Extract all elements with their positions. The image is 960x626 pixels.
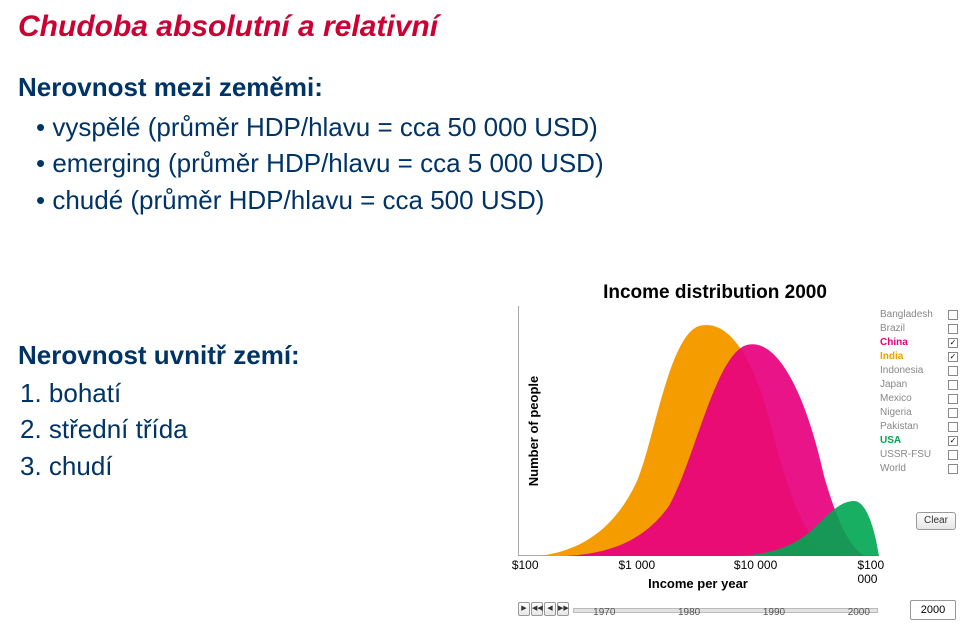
- legend-checkbox[interactable]: [948, 366, 958, 376]
- legend-label: Indonesia: [880, 364, 945, 378]
- chart-svg: [519, 306, 879, 556]
- chart-plot-area: [518, 306, 878, 556]
- legend-checkbox[interactable]: [948, 352, 958, 362]
- timeline-tick: 1970: [593, 607, 615, 618]
- legend-checkbox[interactable]: [948, 422, 958, 432]
- x-tick: $100: [512, 558, 539, 572]
- bullet-item: emerging (průměr HDP/hlavu = cca 5 000 U…: [30, 145, 960, 181]
- legend-label: Japan: [880, 378, 945, 392]
- legend-item[interactable]: India: [880, 350, 958, 364]
- legend-item[interactable]: USA: [880, 434, 958, 448]
- legend-label: Pakistan: [880, 420, 945, 434]
- legend-item[interactable]: USSR-FSU: [880, 448, 958, 462]
- chart-x-axis-label: Income per year: [518, 576, 878, 591]
- timeline-track[interactable]: 1970 1980 1990 2000: [573, 608, 878, 613]
- legend-checkbox[interactable]: [948, 464, 958, 474]
- legend-label: India: [880, 350, 945, 364]
- legend-label: World: [880, 462, 945, 476]
- legend-item[interactable]: Bangladesh: [880, 308, 958, 322]
- left-column: Nerovnost uvnitř zemí: 1. bohatí 2. stře…: [0, 340, 480, 484]
- chart-x-ticks: $100 $1 000 $10 000 $100 000: [518, 558, 878, 574]
- chart-legend: BangladeshBrazilChinaIndiaIndonesiaJapan…: [880, 308, 958, 476]
- bullet-list-1: vyspělé (průměr HDP/hlavu = cca 50 000 U…: [0, 103, 960, 218]
- step-back-button[interactable]: ◀: [544, 602, 556, 616]
- bullet-item: vyspělé (průměr HDP/hlavu = cca 50 000 U…: [30, 109, 960, 145]
- timeline: ▶ ◀◀ ◀ ▶▶ 1970 1980 1990 2000: [518, 598, 878, 624]
- section2-heading: Nerovnost uvnitř zemí:: [0, 340, 480, 371]
- legend-checkbox[interactable]: [948, 380, 958, 390]
- legend-checkbox[interactable]: [948, 310, 958, 320]
- legend-item[interactable]: China: [880, 336, 958, 350]
- list-item: 1. bohatí: [20, 375, 480, 411]
- legend-label: China: [880, 336, 945, 350]
- x-tick: $10 000: [734, 558, 777, 572]
- bullet-item: chudé (průměr HDP/hlavu = cca 500 USD): [30, 182, 960, 218]
- timeline-tick: 1990: [763, 607, 785, 618]
- play-button[interactable]: ▶: [518, 602, 530, 616]
- legend-label: Bangladesh: [880, 308, 945, 322]
- legend-checkbox[interactable]: [948, 436, 958, 446]
- rewind-button[interactable]: ◀◀: [531, 602, 543, 616]
- legend-label: Nigeria: [880, 406, 945, 420]
- legend-checkbox[interactable]: [948, 450, 958, 460]
- forward-button[interactable]: ▶▶: [557, 602, 569, 616]
- section1-heading: Nerovnost mezi zeměmi:: [0, 44, 960, 103]
- legend-item[interactable]: Brazil: [880, 322, 958, 336]
- legend-checkbox[interactable]: [948, 324, 958, 334]
- legend-checkbox[interactable]: [948, 338, 958, 348]
- legend-item[interactable]: Mexico: [880, 392, 958, 406]
- numbered-list: 1. bohatí 2. střední třída 3. chudí: [0, 371, 480, 484]
- page-title: Chudoba absolutní a relativní: [0, 0, 960, 44]
- legend-label: Mexico: [880, 392, 945, 406]
- income-distribution-chart: Income distribution 2000 Number of peopl…: [470, 282, 960, 624]
- legend-item[interactable]: Japan: [880, 378, 958, 392]
- legend-label: USSR-FSU: [880, 448, 945, 462]
- chart-title: Income distribution 2000: [470, 282, 960, 304]
- list-item: 2. střední třída: [20, 411, 480, 447]
- legend-item[interactable]: Pakistan: [880, 420, 958, 434]
- legend-checkbox[interactable]: [948, 394, 958, 404]
- timeline-controls: ▶ ◀◀ ◀ ▶▶: [518, 602, 569, 616]
- legend-label: Brazil: [880, 322, 945, 336]
- legend-item[interactable]: World: [880, 462, 958, 476]
- year-input[interactable]: 2000: [910, 600, 956, 620]
- x-tick: $1 000: [618, 558, 655, 572]
- legend-label: USA: [880, 434, 945, 448]
- legend-checkbox[interactable]: [948, 408, 958, 418]
- list-item: 3. chudí: [20, 448, 480, 484]
- legend-item[interactable]: Nigeria: [880, 406, 958, 420]
- timeline-tick: 1980: [678, 607, 700, 618]
- timeline-tick: 2000: [848, 607, 870, 618]
- legend-item[interactable]: Indonesia: [880, 364, 958, 378]
- clear-button[interactable]: Clear: [916, 512, 956, 530]
